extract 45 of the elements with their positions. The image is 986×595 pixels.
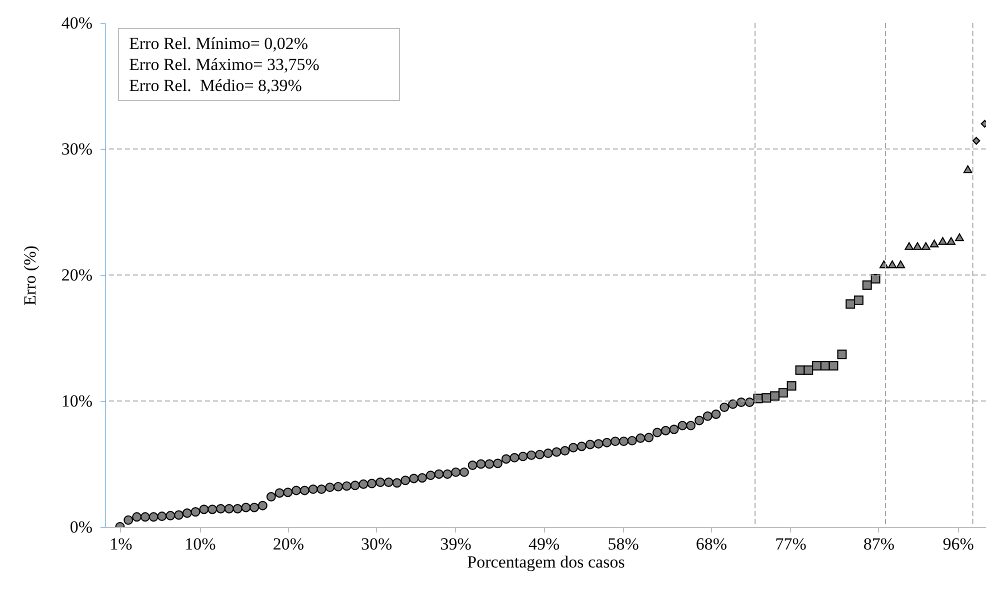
point xyxy=(946,237,956,245)
y-tick-label: 0% xyxy=(70,518,92,536)
x-tick-label: 39% xyxy=(440,534,472,554)
x-tick-label: 1% xyxy=(110,534,132,554)
point xyxy=(804,365,814,375)
x-tick-label: 96% xyxy=(942,534,974,554)
y-tick-label: 20% xyxy=(61,266,92,284)
point xyxy=(904,242,914,250)
point xyxy=(913,242,922,250)
x-tick-label: 87% xyxy=(863,534,895,554)
point xyxy=(972,136,980,145)
point xyxy=(862,280,872,290)
x-tick-label: 20% xyxy=(272,534,304,554)
y-tick-label: 10% xyxy=(61,392,92,410)
point xyxy=(812,360,822,370)
point xyxy=(786,381,796,391)
point xyxy=(896,260,906,268)
text-box: Erro Rel. Mínimo= 0,02% Erro Rel. Máximo= 33,75% Erro Rel. Médio= 8,39% xyxy=(118,28,400,101)
x-tick-label: 68% xyxy=(696,534,728,554)
point xyxy=(955,233,964,242)
point xyxy=(854,295,864,305)
annotation: Erro Rel. Mínimo= 0,02% xyxy=(129,33,310,54)
point xyxy=(938,237,948,245)
point xyxy=(846,299,856,309)
x-tick-label: 58% xyxy=(608,534,639,554)
point xyxy=(963,165,972,174)
point xyxy=(921,242,930,250)
point xyxy=(770,391,780,401)
point xyxy=(888,260,897,268)
x-tick-label: 77% xyxy=(775,534,806,554)
y-axis-title: Erro (%) xyxy=(20,246,40,306)
x-tick-label: 30% xyxy=(360,534,392,554)
point xyxy=(870,274,880,284)
y-tick-label: 40% xyxy=(61,14,92,32)
annotation: Erro Rel. Máximo= 33,75% xyxy=(129,54,320,75)
x-tick-label: 10% xyxy=(184,534,216,554)
point xyxy=(828,360,838,370)
x-axis-title: Porcentagem dos casos xyxy=(467,552,625,572)
point xyxy=(778,388,788,398)
y-tick-label: 30% xyxy=(61,140,92,158)
point xyxy=(930,240,939,248)
point xyxy=(837,350,847,360)
annotation: Erro Rel. Médio= 8,39% xyxy=(129,75,303,96)
x-tick-label: 49% xyxy=(528,534,560,554)
point xyxy=(820,360,830,370)
